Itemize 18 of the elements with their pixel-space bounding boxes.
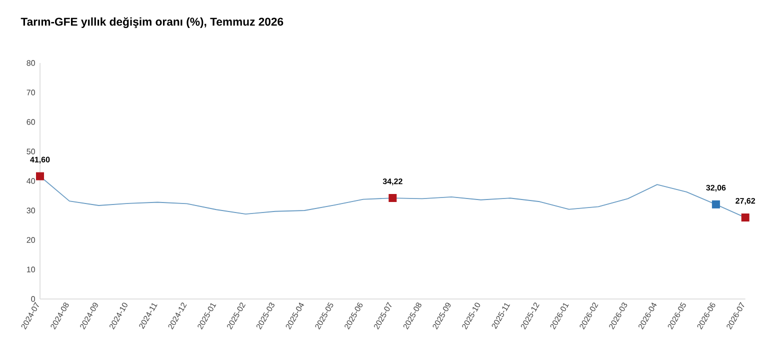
point (388, 194, 397, 202)
y-tick-label: 70 (26, 90, 35, 96)
data-label: 32,06 (706, 184, 726, 192)
data-label: 41,60 (30, 156, 50, 164)
y-tick-label: 10 (27, 266, 35, 272)
y-tick-label: 30 (26, 208, 35, 214)
data-label: 34,22 (382, 178, 402, 186)
point (36, 172, 44, 180)
y-tick-label: 60 (26, 119, 35, 125)
y-tick-label: 50 (26, 148, 35, 154)
y-tick-label: 0 (31, 296, 35, 302)
point (741, 214, 750, 222)
point (712, 200, 720, 208)
y-tick-label: 40 (26, 178, 35, 184)
y-tick-label: 80 (26, 60, 35, 66)
data-label: 27,62 (736, 198, 756, 205)
chart-title: Tarım-GFE yıllık değişim oranı (%), Temmuz 2026 (20, 17, 284, 28)
y-tick-label: 20 (26, 237, 35, 243)
